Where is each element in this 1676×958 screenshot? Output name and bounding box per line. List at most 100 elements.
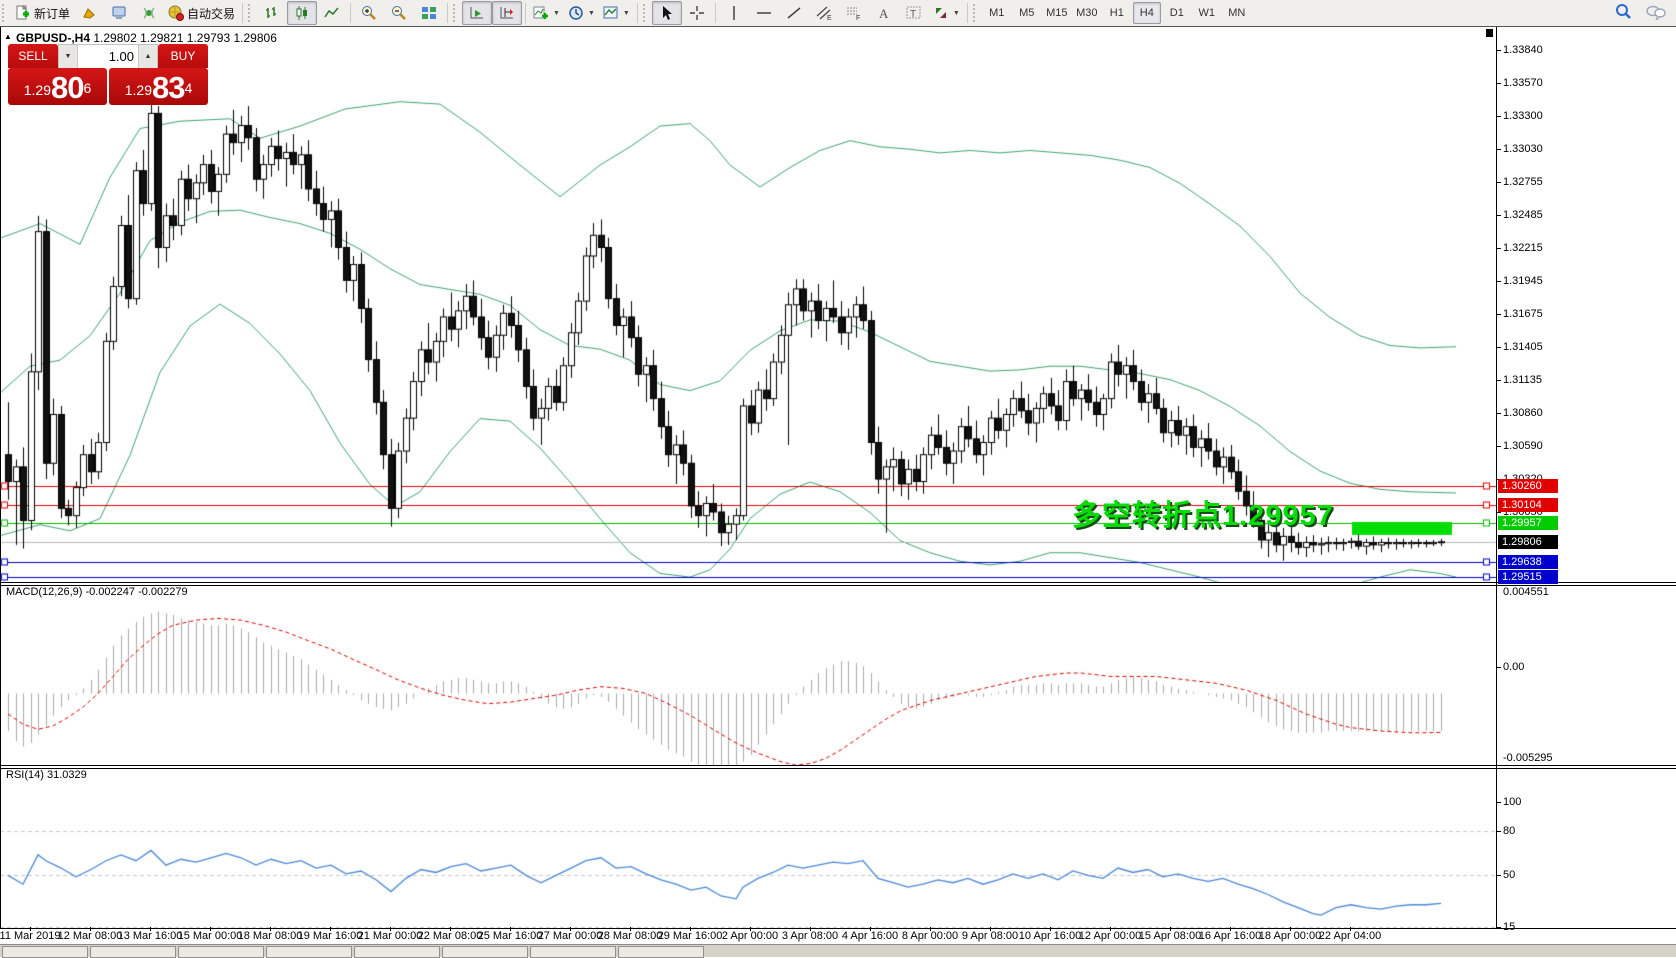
- timeframe-w1[interactable]: W1: [1198, 7, 1216, 19]
- date-label: 16 Apr 16:00: [1198, 930, 1262, 942]
- sell-button[interactable]: SELL: [8, 44, 58, 68]
- candlestick-chart-icon: [294, 5, 310, 21]
- arrows-dropdown-caret[interactable]: ▼: [952, 9, 960, 17]
- collapse-panel-arrow[interactable]: ▲: [4, 32, 12, 41]
- cursor-button[interactable]: [651, 1, 682, 25]
- chart-annotation-text[interactable]: 多空转折点1.29957: [1072, 500, 1334, 532]
- crosshair-button[interactable]: [682, 1, 712, 25]
- chart-tab[interactable]: [90, 946, 176, 958]
- market-watch-button[interactable]: [74, 1, 104, 25]
- volume-input[interactable]: 1.00: [77, 45, 139, 68]
- date-tick-mark: [450, 927, 451, 931]
- rsi-scale-50-tick: [1497, 875, 1501, 876]
- chart-tab[interactable]: [354, 946, 440, 958]
- chat-icon[interactable]: [1646, 4, 1666, 23]
- date-tick-mark: [270, 927, 271, 931]
- arrows-button[interactable]: ▼: [929, 1, 964, 25]
- equidistant-channel-button[interactable]: E: [809, 1, 839, 25]
- chart-tab[interactable]: [530, 946, 616, 958]
- fibonacci-icon: F: [846, 5, 862, 21]
- candlestick-chart-button[interactable]: [287, 1, 318, 25]
- date-label: 3 Apr 08:00: [781, 930, 839, 942]
- date-label: 2 Apr 00:00: [721, 930, 779, 942]
- volume-increase-button[interactable]: ▲: [139, 45, 157, 68]
- tile-windows-button[interactable]: [414, 1, 444, 25]
- metaeditor-button[interactable]: [104, 1, 134, 25]
- chart-tab[interactable]: [266, 946, 352, 958]
- buy-price-display[interactable]: 1.29 83 4: [109, 68, 208, 105]
- date-label: 19 Mar 16:00: [297, 930, 363, 942]
- date-label: 18 Apr 00:00: [1258, 930, 1322, 942]
- rsi-panel-separator[interactable]: [0, 765, 1676, 769]
- chart-tab-strip[interactable]: [0, 944, 1676, 958]
- chart-shift-button[interactable]: [492, 1, 523, 25]
- timeframe-d1[interactable]: D1: [1169, 7, 1184, 19]
- crosshair-icon: [689, 5, 705, 21]
- autotrading-icon: [168, 5, 185, 21]
- vertical-line-button[interactable]: [719, 1, 749, 25]
- chart-tab[interactable]: [618, 946, 704, 958]
- tile-windows-icon: [421, 5, 437, 21]
- date-label: 4 Apr 16:00: [841, 930, 899, 942]
- timeframe-m30[interactable]: M30: [1076, 7, 1098, 19]
- date-tick-mark: [330, 927, 331, 931]
- volume-decrease-button[interactable]: ▼: [59, 45, 77, 68]
- trendline-button[interactable]: [779, 1, 809, 25]
- timeframe-m5[interactable]: M5: [1019, 7, 1035, 19]
- price-axis-tick: 1.32755: [1503, 176, 1543, 188]
- indicators-button[interactable]: ▼: [529, 1, 564, 25]
- periods-dropdown-caret[interactable]: ▼: [587, 9, 595, 17]
- periods-button[interactable]: ▼: [564, 1, 599, 25]
- timeframe-mn[interactable]: MN: [1228, 7, 1246, 19]
- zoom-in-button[interactable]: [354, 1, 384, 25]
- timeframe-bar: M1 M5 M15 M30 H1 H4 D1 W1 MN: [982, 2, 1252, 24]
- autotrading-button[interactable]: 自动交易: [164, 1, 239, 25]
- rsi-scale-80-tick: [1497, 831, 1501, 832]
- chart-tab[interactable]: [442, 946, 528, 958]
- text-button[interactable]: A: [869, 1, 899, 25]
- timeframe-h1[interactable]: H1: [1109, 7, 1124, 19]
- templates-dropdown-caret[interactable]: ▼: [622, 9, 630, 17]
- line-chart-button[interactable]: [317, 1, 347, 25]
- toolbar-grip[interactable]: [2, 4, 9, 22]
- volume-spinner: ▼ 1.00 ▲: [58, 44, 158, 68]
- date-label: 28 Mar 08:00: [597, 930, 663, 942]
- macd-panel-separator[interactable]: [0, 582, 1676, 586]
- date-tick-mark: [1230, 927, 1231, 931]
- auto-scroll-button[interactable]: [462, 1, 493, 25]
- zoom-out-button[interactable]: [384, 1, 414, 25]
- date-tick-mark: [1110, 927, 1111, 931]
- chart-tab[interactable]: [2, 946, 88, 958]
- timeframe-m1[interactable]: M1: [989, 7, 1005, 19]
- terminal-icon: [111, 5, 127, 21]
- new-order-button[interactable]: 新订单: [11, 1, 74, 25]
- horizontal-line-button[interactable]: [749, 1, 779, 25]
- signals-button[interactable]: [134, 1, 164, 25]
- date-tick-mark: [690, 927, 691, 931]
- date-label: 10 Apr 16:00: [1018, 930, 1082, 942]
- sell-price-display[interactable]: 1.29 80 6: [8, 68, 107, 105]
- chart-tab[interactable]: [178, 946, 264, 958]
- indicators-dropdown-caret[interactable]: ▼: [553, 9, 560, 17]
- timeframe-h4[interactable]: H4: [1132, 2, 1161, 24]
- date-label: 15 Apr 08:00: [1138, 930, 1202, 942]
- macd-panel-canvas[interactable]: [0, 585, 1497, 765]
- date-tick-mark: [570, 927, 571, 931]
- cursor-icon: [659, 5, 675, 21]
- price-axis-tick-mark: [1497, 413, 1501, 414]
- price-axis-tick-mark: [1497, 347, 1501, 348]
- date-label: 27 Mar 00:00: [537, 930, 603, 942]
- timeframe-m15[interactable]: M15: [1046, 7, 1068, 19]
- bar-chart-button[interactable]: [257, 1, 287, 25]
- rsi-panel-canvas[interactable]: [0, 768, 1497, 928]
- date-label: 18 Mar 08:00: [237, 930, 303, 942]
- price-axis-tick-mark: [1497, 149, 1501, 150]
- main-chart-canvas[interactable]: [0, 27, 1497, 585]
- macd-scale-zero: 0.00: [1503, 661, 1525, 673]
- search-icon[interactable]: [1615, 3, 1632, 23]
- buy-button[interactable]: BUY: [158, 44, 208, 68]
- text-label-button[interactable]: T: [899, 1, 929, 25]
- price-axis-tick: 1.31945: [1503, 275, 1543, 287]
- fibonacci-button[interactable]: F: [839, 1, 869, 25]
- templates-button[interactable]: ▼: [599, 1, 634, 25]
